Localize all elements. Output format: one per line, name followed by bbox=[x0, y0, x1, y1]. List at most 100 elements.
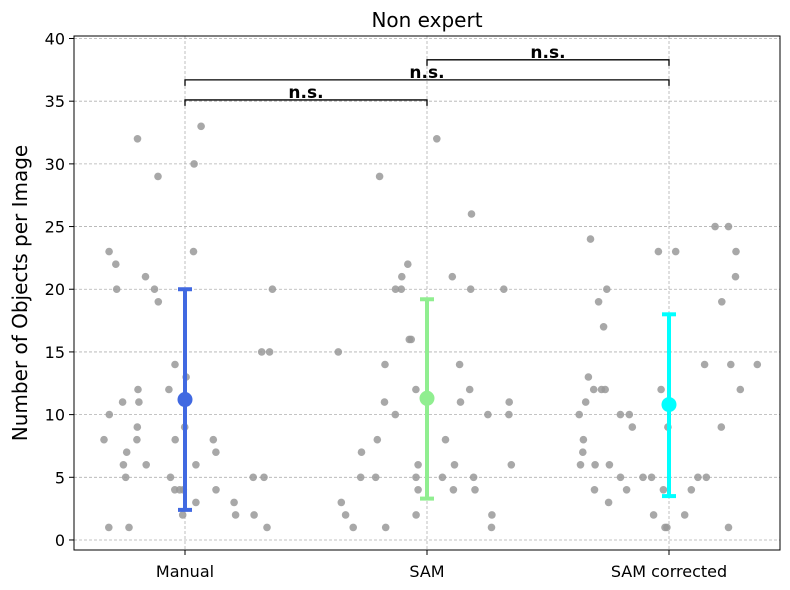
y-tick-label: 40 bbox=[45, 30, 65, 49]
data-point bbox=[456, 398, 465, 406]
data-point bbox=[450, 461, 459, 469]
data-point bbox=[121, 473, 130, 482]
significance-bracket bbox=[184, 79, 670, 86]
data-point bbox=[605, 461, 614, 469]
data-point bbox=[448, 272, 457, 281]
data-point bbox=[639, 473, 647, 482]
data-point bbox=[250, 511, 258, 519]
data-point bbox=[414, 486, 422, 494]
data-point bbox=[584, 373, 593, 381]
data-point bbox=[717, 423, 726, 431]
data-point bbox=[414, 461, 422, 469]
data-point bbox=[505, 410, 513, 419]
data-point bbox=[471, 486, 479, 494]
x-tick-label: Manual bbox=[156, 562, 214, 581]
data-point bbox=[373, 435, 382, 444]
data-point bbox=[230, 498, 238, 507]
y-tick-label: 5 bbox=[55, 468, 65, 487]
data-point bbox=[357, 448, 366, 457]
data-point bbox=[192, 461, 200, 469]
data-point bbox=[118, 398, 127, 406]
data-point bbox=[687, 486, 696, 494]
x-tick-label: SAM corrected bbox=[611, 562, 727, 581]
data-point bbox=[438, 473, 447, 482]
data-point bbox=[441, 435, 450, 444]
data-point bbox=[724, 523, 733, 532]
data-point bbox=[154, 172, 162, 181]
data-point bbox=[212, 486, 220, 494]
data-point bbox=[349, 523, 358, 532]
data-point bbox=[601, 385, 609, 394]
data-point bbox=[197, 122, 205, 131]
data-point bbox=[112, 285, 121, 294]
data-point bbox=[581, 398, 590, 406]
significance-label: n.s. bbox=[409, 63, 444, 83]
data-point bbox=[702, 473, 711, 482]
data-point bbox=[356, 473, 365, 482]
data-point bbox=[112, 260, 120, 269]
data-point bbox=[381, 360, 389, 369]
data-point bbox=[407, 335, 416, 344]
data-point bbox=[505, 398, 513, 406]
data-point bbox=[467, 210, 476, 218]
y-tick-label: 10 bbox=[45, 406, 65, 425]
data-point bbox=[171, 435, 179, 444]
x-tick-label: SAM bbox=[409, 562, 444, 581]
y-tick-label: 0 bbox=[55, 531, 65, 550]
data-point bbox=[727, 360, 735, 369]
axes: 0 5 10 15 20 25 30 35 40 Manual SAM SAM corrected bbox=[45, 30, 728, 581]
data-point bbox=[616, 410, 625, 419]
data-point bbox=[142, 461, 150, 469]
data-point bbox=[133, 423, 142, 431]
data-point bbox=[412, 385, 420, 394]
data-point bbox=[119, 461, 128, 469]
data-point bbox=[575, 410, 583, 419]
data-point bbox=[433, 135, 441, 143]
data-point bbox=[398, 272, 406, 281]
data-point bbox=[105, 410, 114, 419]
data-point bbox=[371, 473, 380, 482]
data-point bbox=[334, 348, 343, 356]
data-point bbox=[134, 385, 142, 394]
data-point bbox=[465, 385, 474, 394]
data-point bbox=[412, 473, 420, 482]
data-point bbox=[209, 435, 218, 444]
data-point bbox=[375, 172, 384, 181]
data-point bbox=[591, 461, 599, 469]
data-point bbox=[105, 247, 113, 256]
data-point bbox=[657, 385, 665, 394]
significance-bracket bbox=[426, 59, 670, 66]
data-point bbox=[260, 473, 268, 482]
data-point bbox=[397, 285, 406, 294]
data-point bbox=[469, 473, 478, 482]
data-point bbox=[680, 511, 689, 519]
data-point bbox=[659, 486, 668, 494]
data-point bbox=[231, 511, 240, 519]
y-tick-label: 25 bbox=[45, 218, 65, 237]
data-point bbox=[487, 523, 496, 532]
data-point bbox=[133, 435, 141, 444]
data-point bbox=[622, 486, 631, 494]
data-point bbox=[579, 435, 588, 444]
data-point bbox=[484, 410, 492, 419]
data-point bbox=[133, 135, 142, 143]
data-point bbox=[753, 360, 762, 369]
data-point bbox=[736, 385, 745, 394]
data-point bbox=[189, 247, 198, 256]
data-point bbox=[192, 498, 200, 507]
data-point bbox=[604, 498, 613, 507]
significance-bracket bbox=[184, 99, 428, 106]
data-point bbox=[649, 511, 658, 519]
significance-label: n.s. bbox=[288, 83, 323, 103]
data-point bbox=[381, 523, 390, 532]
mean-marker bbox=[661, 397, 677, 413]
data-point bbox=[603, 285, 611, 294]
data-point bbox=[178, 511, 187, 519]
data-point bbox=[263, 523, 271, 532]
data-point bbox=[166, 473, 175, 482]
data-point bbox=[190, 160, 198, 168]
data-point bbox=[466, 285, 475, 294]
data-point bbox=[594, 298, 603, 306]
data-point bbox=[579, 448, 587, 457]
data-point bbox=[135, 398, 143, 406]
